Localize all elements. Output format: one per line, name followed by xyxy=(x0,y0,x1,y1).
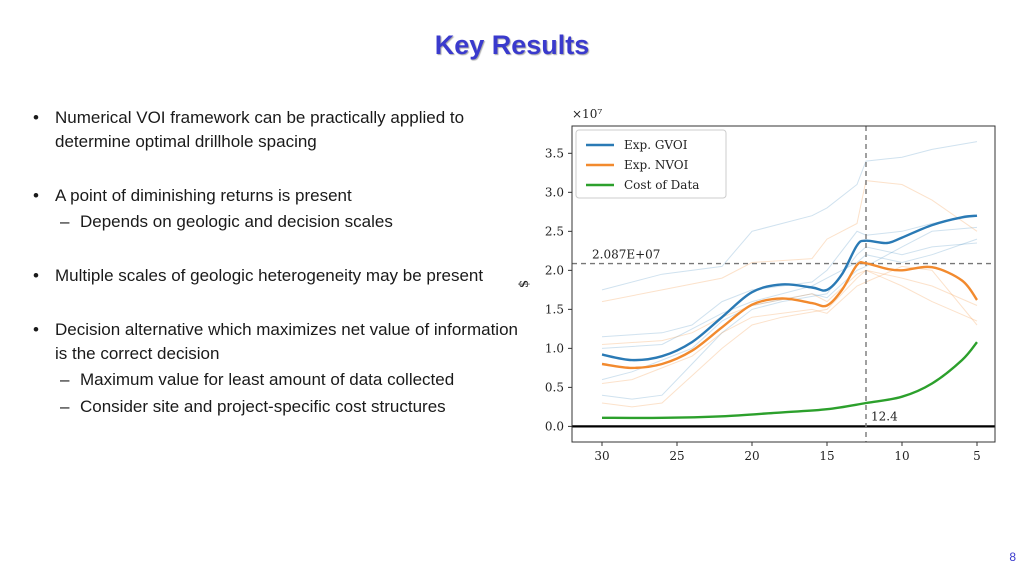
realization-line-gvoi xyxy=(601,215,978,338)
y-tick-label: 2.5 xyxy=(545,224,564,238)
cost-of-data-line xyxy=(601,341,978,420)
slide-title: Key Results xyxy=(434,30,590,60)
realization-line-nvoi xyxy=(601,269,978,345)
sub-bullet-item: – Depends on geologic and decision scale… xyxy=(30,208,520,236)
legend-label: Exp. NVOI xyxy=(624,158,689,172)
realization-line-nvoi xyxy=(601,269,978,408)
bullet-text: A point of diminishing returns is presen… xyxy=(55,186,352,205)
page-number: 8 xyxy=(1009,550,1016,564)
sub-bullet-text: Maximum value for least amount of data c… xyxy=(80,370,455,389)
bullet-list: • Numerical VOI framework can be practic… xyxy=(30,106,520,420)
sub-bullet-item: – Maximum value for least amount of data… xyxy=(30,366,520,394)
realization-line-nvoi xyxy=(601,265,978,384)
bullet-text: Multiple scales of geologic heterogeneit… xyxy=(55,266,484,285)
legend-label: Cost of Data xyxy=(624,178,699,192)
sub-bullet-text: Consider site and project-specific cost … xyxy=(80,397,446,416)
bullet-item: • Decision alternative which maximizes n… xyxy=(30,318,520,366)
bullet-item: • A point of diminishing returns is pres… xyxy=(30,184,520,208)
realization-line-nvoi xyxy=(601,180,978,303)
realization-line-gvoi xyxy=(601,226,978,381)
bullet-marker: • xyxy=(33,266,39,285)
x-tick-label: 20 xyxy=(744,449,759,463)
vline-label: 12.4 xyxy=(871,409,898,423)
sub-bullet-marker: – xyxy=(60,212,70,231)
sub-bullet-marker: – xyxy=(60,397,70,416)
y-tick-label: 1.5 xyxy=(545,302,564,316)
y-tick-label: 3.5 xyxy=(545,146,564,160)
y-tick-label: 1.0 xyxy=(545,341,564,355)
plot-frame xyxy=(571,125,996,443)
x-tick-label: 25 xyxy=(669,449,684,463)
x-tick-label: 10 xyxy=(894,449,909,463)
hline-label: 2.087E+07 xyxy=(592,248,660,262)
bullet-item: • Numerical VOI framework can be practic… xyxy=(30,106,520,154)
realization-line-gvoi xyxy=(601,238,978,349)
y-tick-label: 3.0 xyxy=(545,185,564,199)
legend-label: Exp. GVOI xyxy=(624,138,688,152)
bullet-text: Numerical VOI framework can be practical… xyxy=(55,108,465,151)
voi-line-chart: 0.0 0.5 1.0 1.5 2.0 2.5 3.0 3.5 30 25 20 15 10 5 2.087… xyxy=(517,107,996,463)
realization-line-gvoi xyxy=(601,242,978,400)
legend-box xyxy=(575,129,727,199)
bullet-marker: • xyxy=(33,320,39,339)
sub-bullet-text: Depends on geologic and decision scales xyxy=(80,212,393,231)
y-tick-label: 0.5 xyxy=(545,380,564,394)
nvoi-line xyxy=(601,261,978,370)
realization-line-gvoi xyxy=(601,141,978,291)
bullet-text: Decision alternative which maximizes net… xyxy=(55,320,518,363)
y-tick-label: 2.0 xyxy=(545,263,564,277)
y-tick-label: 0.0 xyxy=(545,419,564,433)
x-tick-label: 15 xyxy=(819,449,834,463)
x-tick-label: 5 xyxy=(973,449,981,463)
bullet-marker: • xyxy=(33,186,39,205)
bullet-marker: • xyxy=(33,108,39,127)
sub-bullet-marker: – xyxy=(60,370,70,389)
y-axis-label: $ xyxy=(517,280,532,288)
bullet-item: • Multiple scales of geologic heterogene… xyxy=(30,264,520,288)
axis-multiplier: ×10⁷ xyxy=(572,107,602,121)
x-tick-label: 30 xyxy=(594,449,609,463)
sub-bullet-item: – Consider site and project-specific cos… xyxy=(30,394,520,420)
gvoi-line xyxy=(601,214,978,362)
